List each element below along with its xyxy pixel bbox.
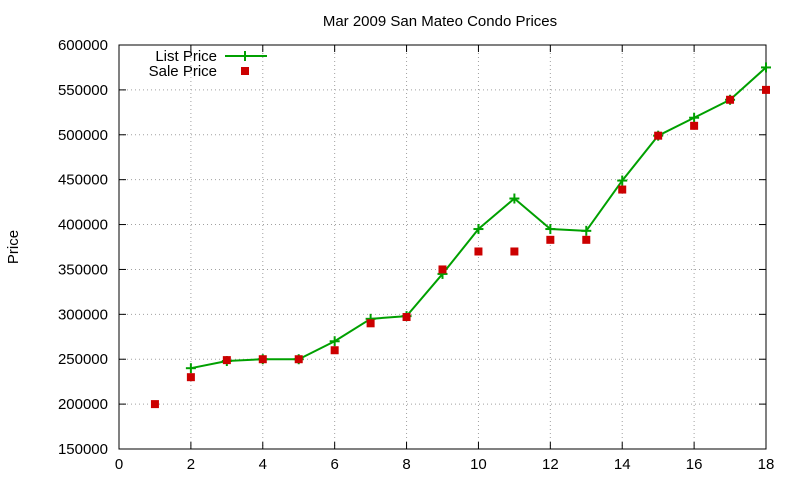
y-tick-label: 250000 — [58, 351, 108, 368]
legend-marker-sale-price — [241, 67, 249, 75]
y-tick-label: 150000 — [58, 441, 108, 458]
x-tick-label: 0 — [115, 456, 123, 473]
y-tick-label: 500000 — [58, 127, 108, 144]
sale-price-point — [654, 131, 663, 140]
x-tick-label: 8 — [402, 456, 410, 473]
sale-price-point — [582, 235, 591, 244]
sale-price-point — [150, 400, 159, 409]
y-tick-label: 350000 — [58, 261, 108, 278]
sale-price-point — [510, 247, 519, 256]
list-price-point — [545, 224, 556, 235]
y-tick-label: 450000 — [58, 172, 108, 189]
sale-price-point — [330, 346, 339, 355]
plot-frame — [118, 44, 767, 450]
list-price-point — [617, 175, 628, 186]
list-price-point — [329, 336, 340, 347]
grid — [119, 45, 766, 449]
x-tick-label: 18 — [758, 456, 775, 473]
x-tick-label: 10 — [470, 456, 487, 473]
sale-price-point — [258, 355, 267, 364]
x-tick-label: 6 — [330, 456, 338, 473]
x-tick-label: 16 — [686, 456, 703, 473]
axis-ticks — [118, 44, 767, 450]
y-tick-label: 300000 — [58, 306, 108, 323]
series-layer — [150, 62, 771, 409]
y-tick-label: 400000 — [58, 217, 108, 234]
list-price-point — [473, 224, 484, 235]
list-price-point — [761, 62, 771, 73]
sale-price-point — [474, 247, 483, 256]
x-tick-label: 12 — [542, 456, 559, 473]
sale-price-point — [438, 265, 447, 274]
list-price-point — [185, 363, 196, 374]
y-tick-label: 550000 — [58, 82, 108, 99]
legend-label-list-price: List Price — [155, 48, 217, 65]
sale-price-point — [222, 356, 231, 365]
legend: List Price Sale Price — [149, 48, 267, 80]
x-tick-label: 14 — [614, 456, 631, 473]
legend-marker-list-price — [240, 51, 250, 61]
y-tick-label: 200000 — [58, 396, 108, 413]
chart-title: Mar 2009 San Mateo Condo Prices — [323, 13, 557, 30]
sale-price-point — [618, 185, 627, 194]
sale-price-point — [186, 373, 195, 382]
x-axis-tick-labels: 0 2 4 6 8 10 12 14 16 18 — [115, 456, 775, 473]
y-tick-label: 600000 — [58, 37, 108, 54]
sale-price-point — [762, 85, 770, 94]
sale-price-point — [294, 355, 303, 364]
sale-price-point — [546, 235, 555, 244]
legend-label-sale-price: Sale Price — [149, 63, 217, 80]
sale-price-point — [402, 313, 411, 322]
x-tick-label: 2 — [187, 456, 195, 473]
list-price-point — [509, 193, 520, 204]
list-price-point — [689, 112, 700, 123]
list-price-point — [581, 225, 592, 236]
x-tick-label: 4 — [259, 456, 267, 473]
y-axis-tick-labels: 150000 200000 250000 300000 350000 400000 4500… — [58, 37, 108, 458]
sale-price-point — [366, 319, 375, 328]
sale-price-point — [690, 121, 699, 130]
sale-price-point — [726, 95, 735, 104]
y-axis-label: Price — [5, 230, 22, 264]
